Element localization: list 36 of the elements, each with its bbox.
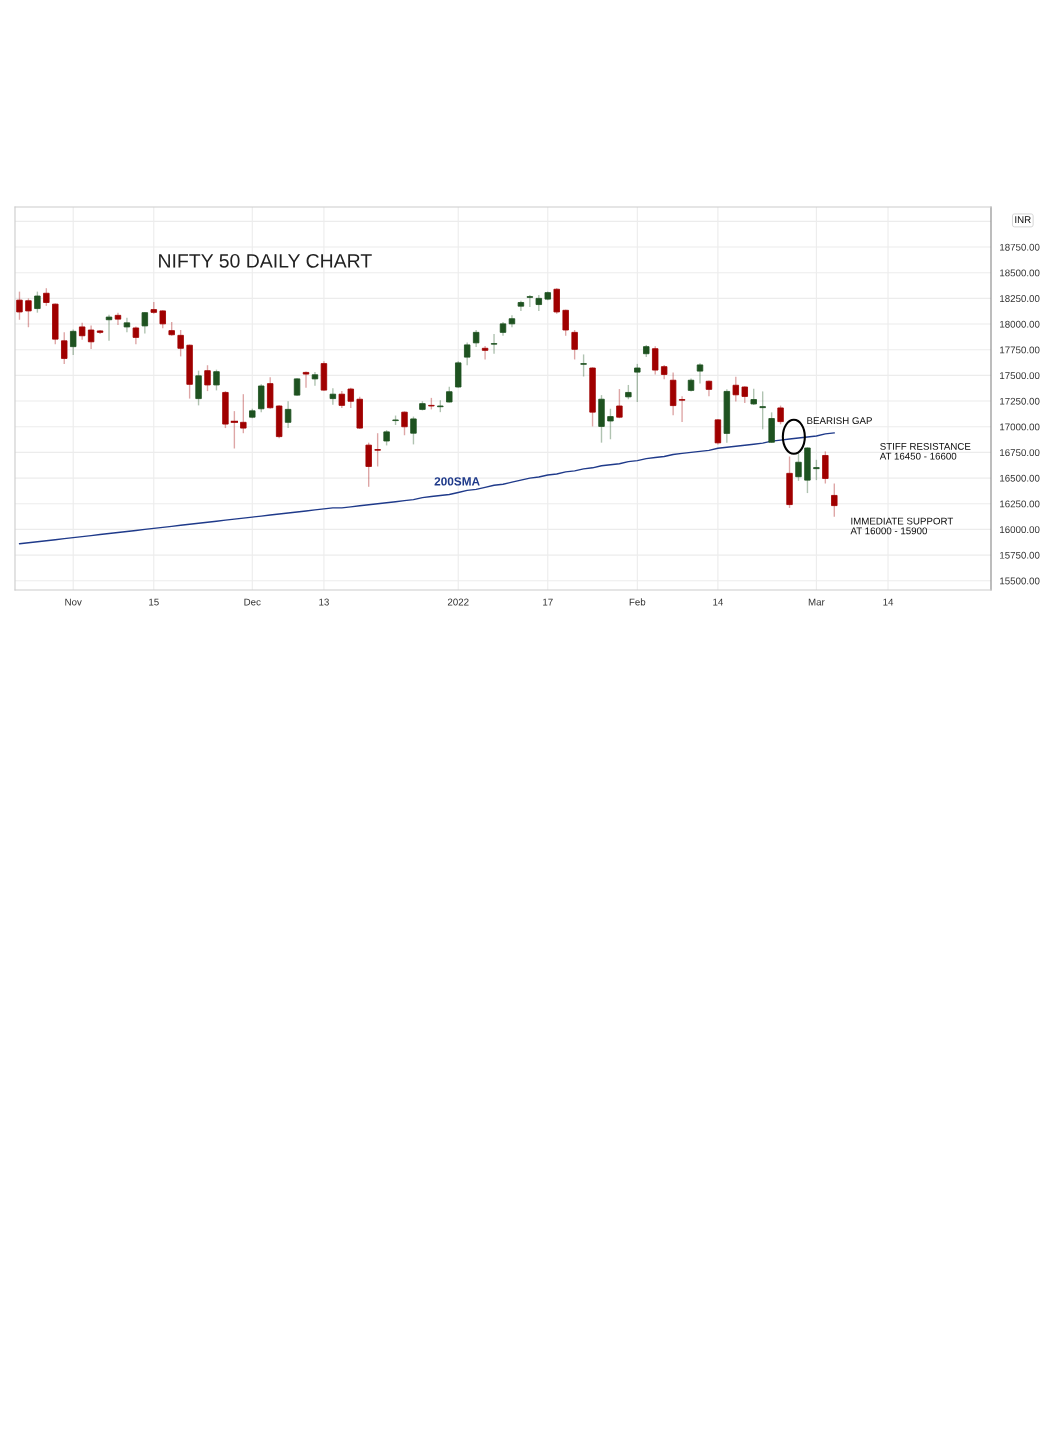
text: NIFTY 50 DAILY CHART (159, 253, 372, 268)
y-tick-label: 17750.00 (1000, 346, 1040, 354)
candlestick (714, 418, 722, 446)
y-tick-label: 15500.00 (1000, 577, 1040, 585)
y-tick-label: 17250.00 (1000, 397, 1040, 405)
y-tick-label: 16500.00 (1000, 474, 1040, 482)
candlestick (481, 345, 489, 361)
line-series (18, 432, 835, 545)
y-tick-label: 17000.00 (1000, 423, 1040, 431)
x-tick-label: Feb (629, 598, 646, 606)
candlestick (302, 370, 310, 389)
x-tick-label: Nov (65, 598, 82, 606)
y-tick-label: 16750.00 (1000, 449, 1040, 457)
annotation: STIFF RESISTANCE AT 16450 - 16600 (879, 442, 971, 460)
x-tick-label: 13 (319, 598, 329, 606)
y-tick-label: 15750.00 (1000, 551, 1040, 559)
y-tick-label: 16000.00 (1000, 526, 1040, 534)
x-tick-label: Mar (808, 598, 825, 606)
candlestick (526, 294, 534, 308)
x-tick-label: Dec (244, 598, 261, 606)
annotation: IMMEDIATE SUPPORT AT 16000 - 15900 (850, 517, 954, 535)
y-tick-label: 18000.00 (1000, 320, 1040, 328)
x-tick-label: 14 (713, 598, 724, 606)
y-tick-label: 18750.00 (1000, 243, 1040, 251)
x-tick-label: 15 (149, 598, 159, 606)
x-tick-label: 2022 (447, 598, 469, 606)
candlestick (329, 387, 337, 406)
y-tick-label: 18500.00 (1000, 269, 1040, 277)
text: INR (1015, 216, 1031, 223)
annotation: BEARISH GAP (807, 417, 872, 425)
series-label: 200SMA (434, 477, 480, 486)
y-tick-label: 17500.00 (1000, 372, 1040, 380)
y-tick-label: 16250.00 (1000, 500, 1040, 508)
x-tick-label: 14 (883, 598, 894, 606)
x-tick-label: 17 (543, 598, 553, 606)
y-tick-label: 18250.00 (1000, 295, 1040, 302)
